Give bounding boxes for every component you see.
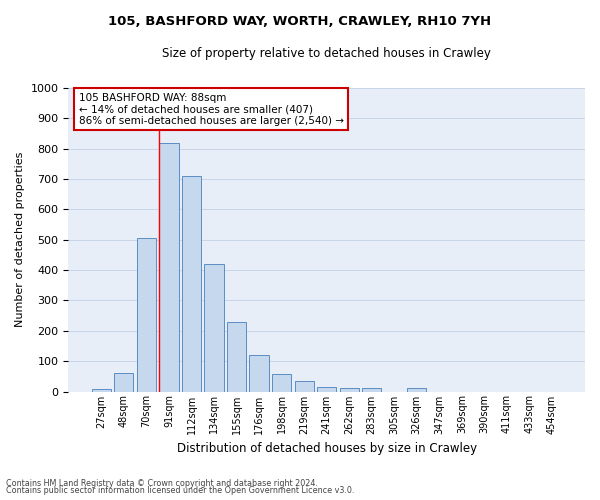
Text: 105 BASHFORD WAY: 88sqm
← 14% of detached houses are smaller (407)
86% of semi-d: 105 BASHFORD WAY: 88sqm ← 14% of detache… — [79, 92, 344, 126]
Bar — [205, 264, 224, 392]
Bar — [92, 389, 111, 392]
Bar — [407, 388, 427, 392]
Title: Size of property relative to detached houses in Crawley: Size of property relative to detached ho… — [162, 48, 491, 60]
Bar — [182, 176, 201, 392]
Text: Contains public sector information licensed under the Open Government Licence v3: Contains public sector information licen… — [6, 486, 355, 495]
Bar — [160, 142, 179, 392]
Text: Contains HM Land Registry data © Crown copyright and database right 2024.: Contains HM Land Registry data © Crown c… — [6, 478, 318, 488]
Bar — [250, 355, 269, 392]
Bar — [227, 322, 246, 392]
Bar — [317, 387, 336, 392]
Y-axis label: Number of detached properties: Number of detached properties — [15, 152, 25, 328]
Bar — [340, 388, 359, 392]
X-axis label: Distribution of detached houses by size in Crawley: Distribution of detached houses by size … — [176, 442, 477, 455]
Bar — [137, 238, 156, 392]
Bar — [114, 374, 133, 392]
Bar — [362, 388, 381, 392]
Text: 105, BASHFORD WAY, WORTH, CRAWLEY, RH10 7YH: 105, BASHFORD WAY, WORTH, CRAWLEY, RH10 … — [109, 15, 491, 28]
Bar — [272, 374, 291, 392]
Bar — [295, 381, 314, 392]
